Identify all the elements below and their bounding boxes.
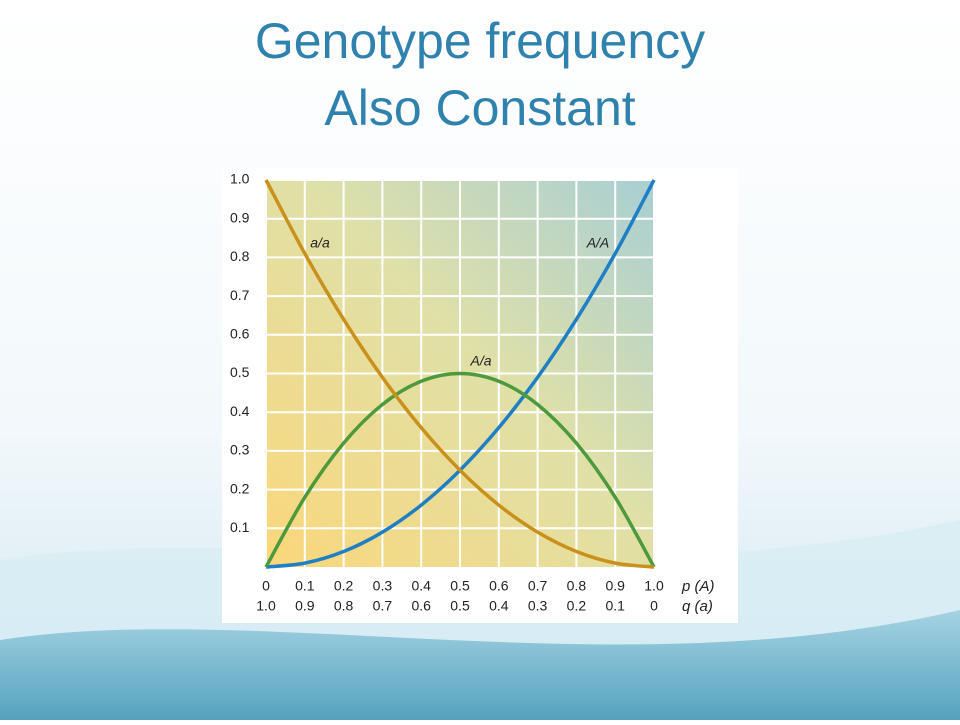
x2-tick-label: 0.9 <box>295 598 315 614</box>
series-line <box>265 179 656 569</box>
y-tick-label: 0.8 <box>230 248 250 264</box>
x2-tick-label: 1.0 <box>256 598 276 614</box>
x-tick-label: 0 <box>262 578 270 594</box>
x2-tick-label: 0.8 <box>334 598 354 614</box>
x-tick-label: 0.4 <box>411 578 431 594</box>
x2-tick-label: 0.5 <box>450 598 470 614</box>
x2-tick-label: 0.3 <box>528 598 548 614</box>
x2-tick-label: 0.2 <box>567 598 587 614</box>
y-tick-label: 0.5 <box>230 364 250 380</box>
x-tick-label: 0.9 <box>605 578 625 594</box>
x-tick-label: 1.0 <box>644 578 664 594</box>
series-line <box>264 179 655 569</box>
x-tick-label: 0.2 <box>334 578 354 594</box>
x2-axis-label: q (a) <box>682 598 713 615</box>
x-tick-label: 0.8 <box>567 578 587 594</box>
y-tick-label: 0.2 <box>230 480 250 496</box>
y-tick-label: 0.1 <box>230 519 250 535</box>
x2-tick-label: 0.6 <box>411 598 431 614</box>
x-tick-label: 0.7 <box>528 578 548 594</box>
title-line: Genotype frequency <box>255 13 705 69</box>
x-tick-label: 0.6 <box>489 578 509 594</box>
title-line: Also Constant <box>324 80 635 136</box>
series-label: a/a <box>310 235 330 251</box>
x2-tick-label: 0.7 <box>373 598 393 614</box>
y-tick-label: 0.7 <box>230 287 250 303</box>
series-label: A/a <box>469 353 491 369</box>
x-tick-label: 0.1 <box>295 578 315 594</box>
y-tick-label: 0.4 <box>230 403 250 419</box>
y-tick-label: 0.9 <box>230 209 250 225</box>
x2-tick-label: 0.4 <box>489 598 509 614</box>
x2-tick-label: 0 <box>650 598 658 614</box>
y-tick-label: 0.6 <box>230 326 250 342</box>
x2-tick-label: 0.1 <box>605 598 625 614</box>
y-tick-label: 1.0 <box>230 171 250 187</box>
wave <box>0 610 960 720</box>
x-axis-label: p (A) <box>681 578 715 595</box>
series-label: A/A <box>586 235 610 251</box>
x-tick-label: 0.5 <box>450 578 470 594</box>
y-tick-label: 0.3 <box>230 442 250 458</box>
x-tick-label: 0.3 <box>373 578 393 594</box>
series-line <box>264 371 656 568</box>
